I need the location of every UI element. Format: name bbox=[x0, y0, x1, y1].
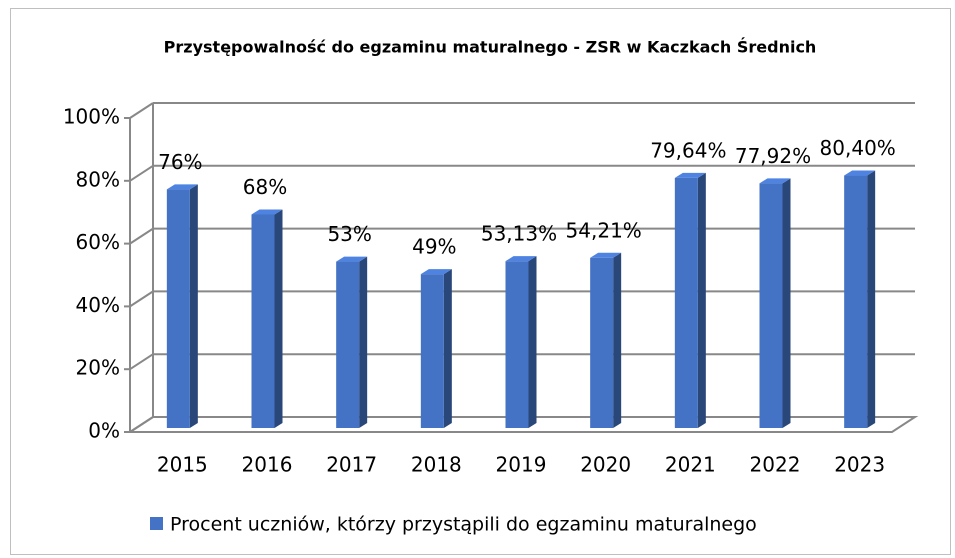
grid-line-side bbox=[129, 416, 154, 433]
x-tick-label: 2020 bbox=[580, 453, 631, 477]
bar-top bbox=[505, 256, 537, 262]
x-tick-label: 2019 bbox=[496, 453, 547, 477]
bar-side bbox=[867, 170, 876, 428]
bar-top bbox=[590, 252, 622, 258]
bar bbox=[505, 261, 529, 428]
bar-side bbox=[613, 252, 622, 428]
bar-side bbox=[189, 184, 198, 428]
bar-top bbox=[759, 178, 791, 184]
x-tick-label: 2018 bbox=[411, 453, 462, 477]
bar bbox=[590, 257, 614, 428]
value-label: 79,64% bbox=[650, 138, 726, 162]
y-tick-label: 80% bbox=[76, 167, 120, 191]
legend-swatch bbox=[150, 517, 163, 530]
value-label: 53% bbox=[327, 222, 371, 246]
bar bbox=[759, 183, 783, 428]
grid-line-side bbox=[129, 290, 154, 308]
x-tick-label: 2016 bbox=[242, 453, 293, 477]
bar bbox=[420, 274, 444, 428]
bar-top bbox=[251, 209, 283, 215]
x-tick-label: 2023 bbox=[834, 453, 885, 477]
bar-side bbox=[274, 209, 283, 428]
value-label: 77,92% bbox=[735, 144, 811, 168]
grid-line-side bbox=[129, 164, 154, 182]
grid-line-side bbox=[129, 353, 154, 371]
y-tick-label: 40% bbox=[76, 293, 120, 317]
bar-side bbox=[359, 256, 368, 428]
bar bbox=[336, 261, 360, 428]
y-tick-label: 100% bbox=[63, 105, 120, 129]
value-label: 54,21% bbox=[566, 218, 642, 242]
bar-side bbox=[528, 256, 537, 428]
x-tick-label: 2021 bbox=[665, 453, 716, 477]
value-label: 76% bbox=[158, 150, 202, 174]
x-tick-label: 2015 bbox=[157, 453, 208, 477]
bar-top bbox=[420, 269, 452, 275]
bar bbox=[251, 214, 275, 428]
legend-label: Procent uczniów, którzy przystąpili do e… bbox=[170, 514, 757, 536]
grid-line-side bbox=[129, 227, 154, 245]
bar-side bbox=[782, 178, 791, 428]
bar-side bbox=[443, 269, 452, 428]
value-label: 49% bbox=[412, 235, 456, 259]
y-tick-label: 60% bbox=[76, 230, 120, 254]
value-label: 53,13% bbox=[481, 222, 557, 246]
y-tick-label: 20% bbox=[76, 356, 120, 380]
chart-title: Przystępowalność do egzaminu maturalnego… bbox=[164, 38, 817, 57]
bar-side bbox=[697, 172, 706, 428]
x-tick-label: 2022 bbox=[750, 453, 801, 477]
bar bbox=[674, 177, 698, 428]
y-tick-label: 0% bbox=[88, 419, 120, 443]
bar-top bbox=[674, 172, 706, 178]
bar-top bbox=[336, 256, 368, 262]
bar bbox=[166, 189, 190, 428]
grid-line-side bbox=[129, 102, 154, 119]
bar bbox=[844, 175, 868, 428]
bar-top bbox=[166, 184, 198, 190]
value-label: 68% bbox=[243, 175, 287, 199]
chart-border bbox=[10, 8, 951, 555]
bar-top bbox=[844, 170, 876, 176]
value-label: 80,40% bbox=[820, 136, 896, 160]
x-tick-label: 2017 bbox=[326, 453, 377, 477]
